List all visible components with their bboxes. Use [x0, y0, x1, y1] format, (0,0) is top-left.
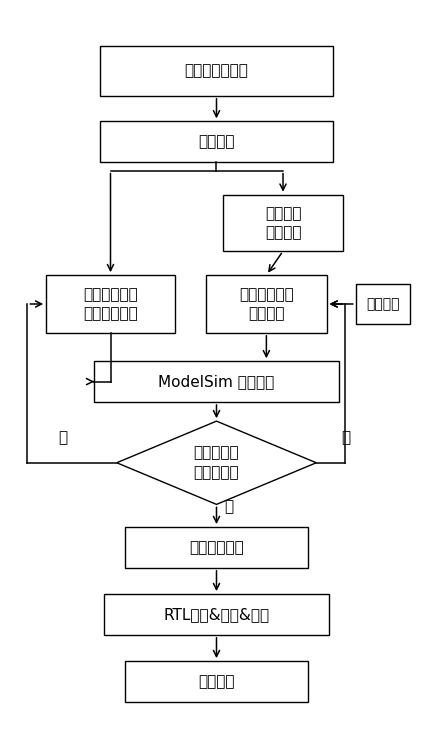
FancyBboxPatch shape: [94, 361, 339, 402]
Text: 硬件描述语言
代码转换: 硬件描述语言 代码转换: [239, 287, 294, 321]
FancyBboxPatch shape: [206, 275, 326, 333]
Polygon shape: [117, 421, 316, 504]
Text: 控制器功能
是否正确？: 控制器功能 是否正确？: [194, 445, 239, 480]
Text: ModelSim 功能仾真: ModelSim 功能仾真: [158, 374, 275, 389]
Text: 模块划分: 模块划分: [198, 135, 235, 149]
Text: 优化约束: 优化约束: [366, 297, 400, 311]
FancyBboxPatch shape: [100, 46, 333, 96]
Text: 定点数据
模型设计: 定点数据 模型设计: [265, 206, 301, 240]
FancyBboxPatch shape: [46, 275, 175, 333]
Text: 板级验证: 板级验证: [198, 674, 235, 689]
FancyBboxPatch shape: [223, 195, 343, 251]
FancyBboxPatch shape: [104, 594, 329, 635]
Text: 顶层模块集成: 顶层模块集成: [189, 540, 244, 555]
Text: 否: 否: [341, 431, 350, 445]
Text: 否: 否: [58, 431, 67, 445]
Text: RTL综合&布局&布线: RTL综合&布局&布线: [163, 607, 270, 622]
FancyBboxPatch shape: [125, 661, 308, 702]
FancyBboxPatch shape: [356, 284, 410, 324]
FancyBboxPatch shape: [100, 121, 333, 162]
FancyBboxPatch shape: [125, 527, 308, 568]
Text: 算法设计及验证: 算法设计及验证: [184, 64, 249, 79]
Text: 是: 是: [224, 499, 233, 514]
Text: 手工编写硬件
描述语言代码: 手工编写硬件 描述语言代码: [83, 287, 138, 321]
